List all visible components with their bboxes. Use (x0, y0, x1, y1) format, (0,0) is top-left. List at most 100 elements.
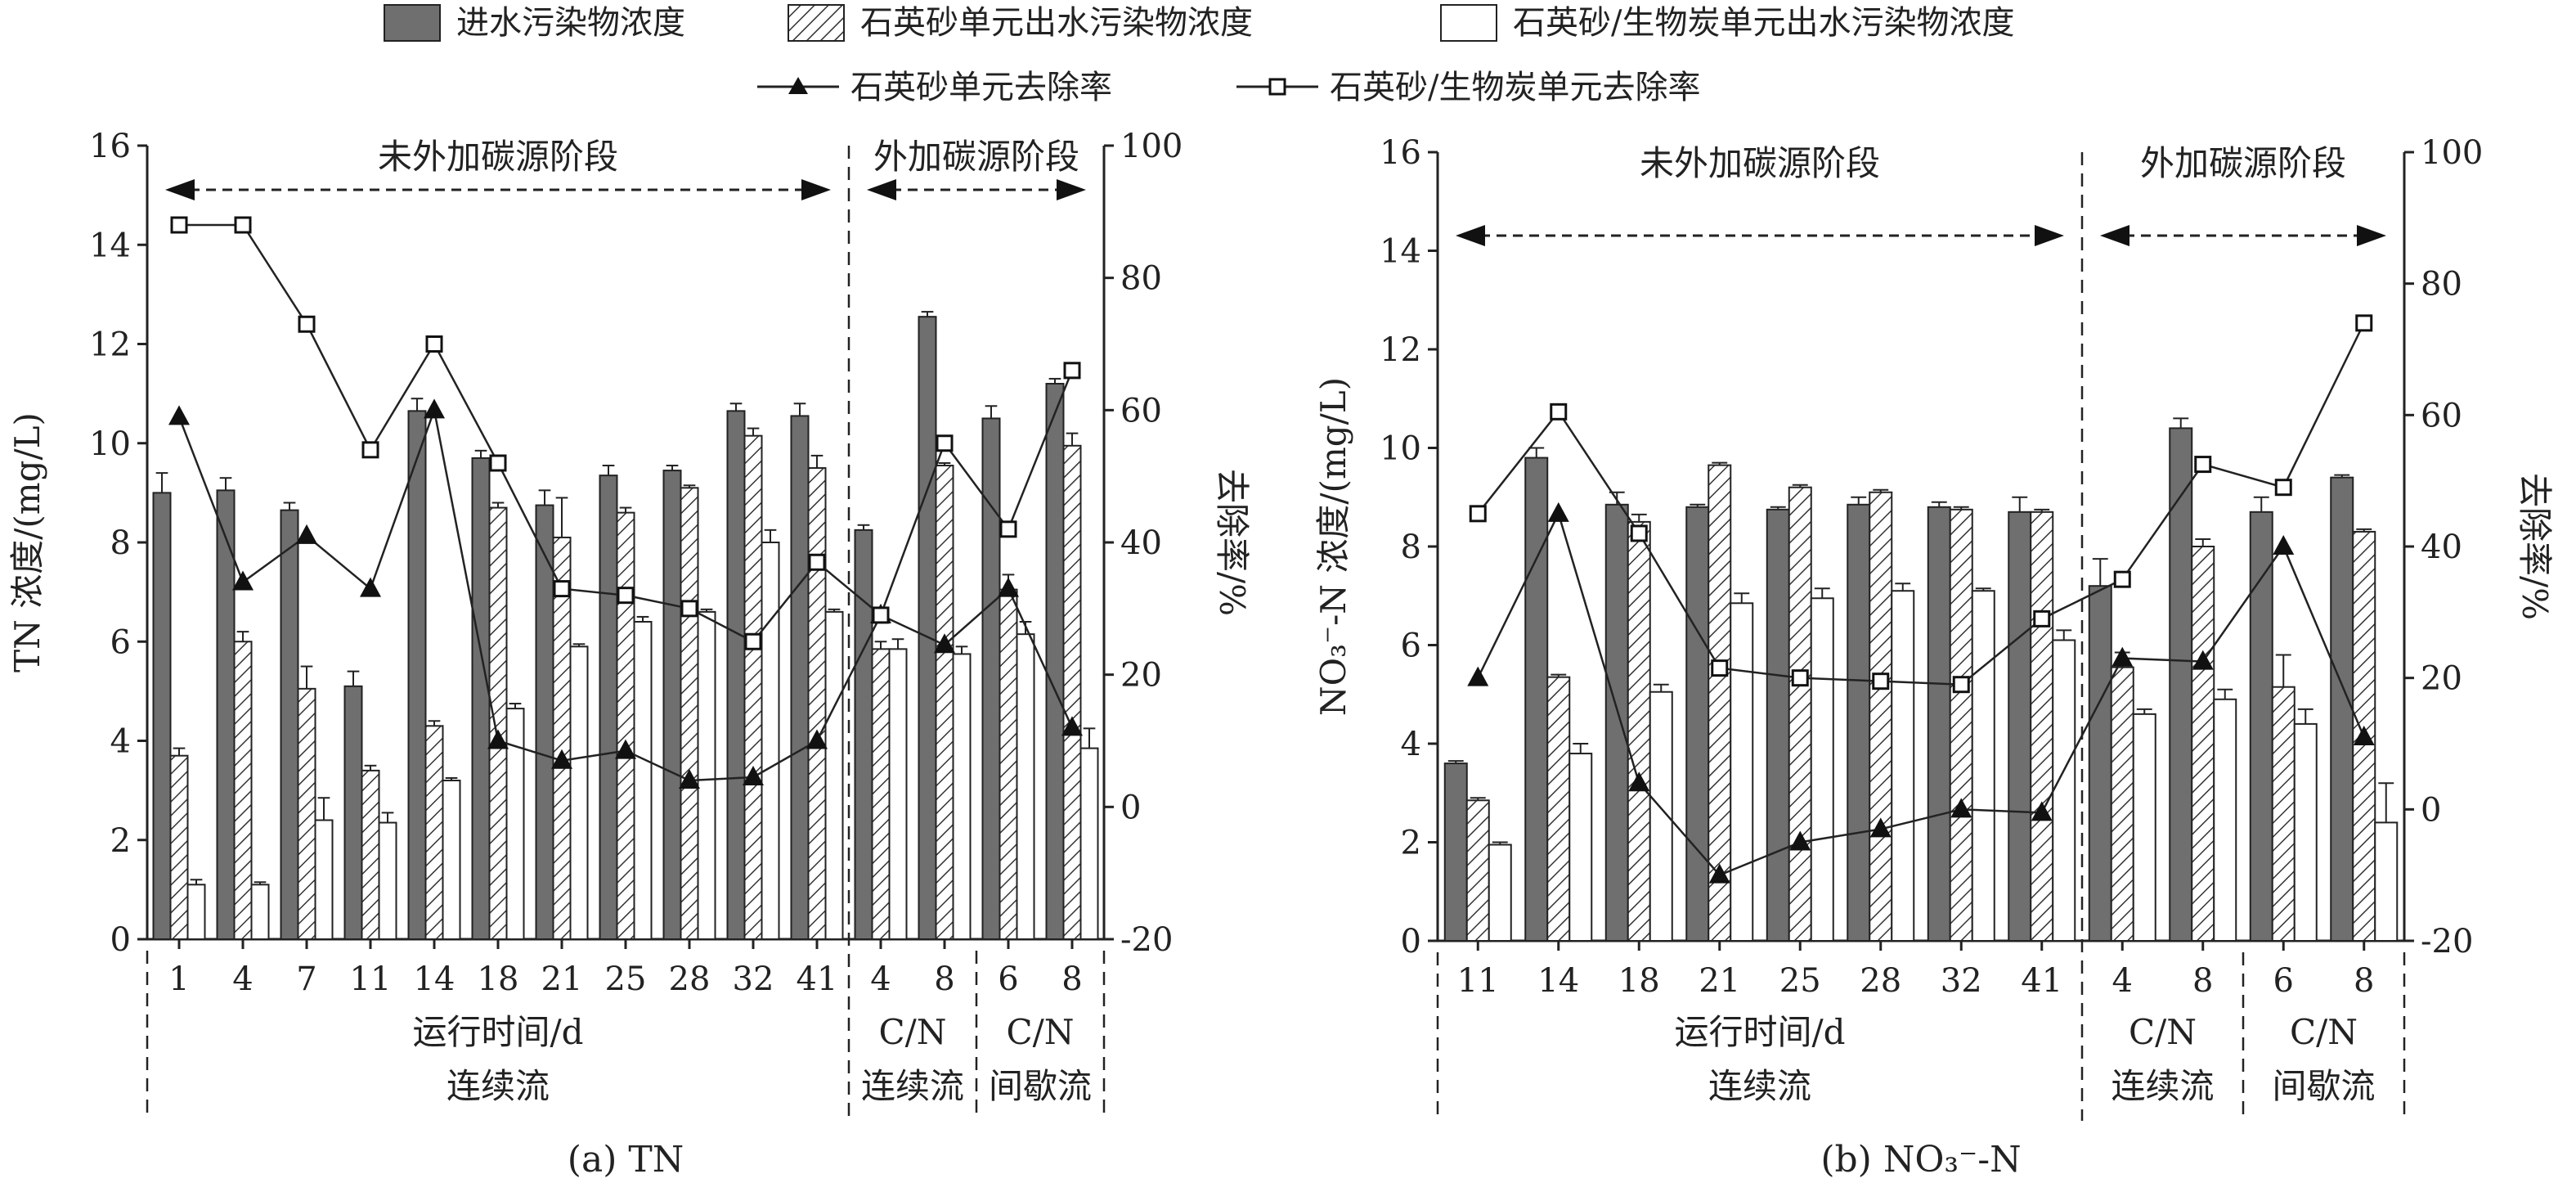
bar-biochar-effluent (250, 884, 270, 940)
y-tick-label: 8 (110, 524, 131, 562)
phase-arrow-head-right (2357, 225, 2386, 246)
bar-influent (1685, 506, 1710, 942)
phase-arrow-head-left (165, 179, 195, 200)
point-quartz-removal (2192, 650, 2214, 670)
bar-quartz-effluent (871, 648, 891, 940)
point-quartz-removal (806, 729, 828, 749)
bar-biochar-effluent (1971, 590, 1995, 942)
bar-biochar-effluent (505, 708, 525, 940)
bar-biochar-effluent (952, 653, 972, 940)
point-quartz-removal (934, 633, 955, 654)
bar-influent (471, 457, 491, 940)
phase-arrow-head-left (1456, 225, 1485, 246)
y2-tick-label: 0 (2421, 791, 2441, 829)
bar-biochar-effluent (1016, 633, 1035, 940)
bar-quartz-effluent (2271, 686, 2296, 942)
bar-biochar-effluent (824, 610, 844, 940)
bar-quartz-effluent (488, 506, 508, 940)
y2-tick-label: 100 (1120, 128, 1183, 165)
bar-influent (2249, 511, 2273, 942)
point-biochar-removal (553, 580, 571, 598)
legend-swatch-open (1440, 4, 1497, 42)
x-tick-label: 21 (1699, 962, 1740, 1000)
chart-caption: (a) TN (568, 1139, 684, 1181)
legend-item-quartz-effluent: 石英砂单元出水污染物浓度 (788, 4, 1253, 42)
legend-triangle-marker (788, 77, 808, 94)
y-tick-label: 0 (1401, 923, 1421, 960)
bar-quartz-effluent (616, 511, 635, 940)
y-tick-label: 6 (110, 623, 131, 661)
bar-influent (152, 492, 172, 940)
point-quartz-removal (2031, 801, 2053, 821)
bar-biochar-effluent (314, 819, 334, 940)
bar-influent (407, 410, 427, 940)
y-tick-label: 2 (110, 822, 131, 860)
group-label: C/N (2290, 1012, 2358, 1052)
bar-influent (599, 475, 618, 940)
bar-influent (2330, 476, 2354, 942)
bar-biochar-effluent (1730, 602, 1754, 942)
point-biochar-removal (1952, 676, 1970, 694)
bar-influent (1524, 457, 1549, 942)
bar-influent (918, 316, 937, 940)
point-biochar-removal (2194, 456, 2212, 474)
group-label: 连续流 (2111, 1066, 2214, 1106)
bar-biochar-effluent (888, 648, 908, 940)
point-biochar-removal (361, 441, 379, 459)
bar-biochar-effluent (697, 610, 716, 940)
bar-biochar-effluent (378, 821, 397, 940)
bar-influent (726, 410, 746, 940)
y-tick-label: 2 (1401, 825, 1421, 862)
point-quartz-removal (360, 577, 381, 597)
group-label: C/N (2129, 1012, 2197, 1052)
bar-biochar-effluent (761, 542, 780, 940)
bar-biochar-effluent (633, 621, 653, 940)
x-tick-label: 25 (1779, 962, 1821, 1000)
bar-quartz-effluent (2030, 511, 2054, 942)
group-label: C/N (878, 1012, 946, 1052)
point-biochar-removal (2355, 314, 2373, 332)
x-tick-label: 14 (414, 960, 456, 998)
legend-label: 石英砂单元去除率 (850, 69, 1112, 106)
bar-influent (662, 470, 682, 940)
point-biochar-removal (298, 315, 316, 333)
x-tick-label: 4 (2112, 962, 2133, 1000)
y-tick-label: 12 (89, 326, 131, 364)
point-quartz-removal (743, 765, 764, 785)
legend-item-influent: 进水污染物浓度 (384, 4, 685, 42)
y2-tick-label: 20 (2421, 660, 2462, 698)
x-tick-label: 18 (478, 960, 519, 998)
bar-quartz-effluent (2191, 546, 2215, 942)
point-biochar-removal (1469, 505, 1487, 523)
bar-quartz-effluent (297, 687, 316, 940)
y-tick-label: 10 (89, 425, 131, 463)
y-tick-label: 6 (1401, 627, 1421, 665)
y2-axis-title: 去除率/% (1212, 469, 1252, 616)
point-quartz-removal (615, 739, 636, 759)
x-tick-label: 4 (232, 960, 253, 998)
bar-quartz-effluent (1869, 491, 1893, 942)
y-tick-label: 14 (1380, 233, 1421, 271)
x-tick-label: 41 (797, 960, 838, 998)
bar-quartz-effluent (935, 465, 954, 940)
bar-quartz-effluent (807, 467, 827, 940)
group-label: C/N (1006, 1012, 1074, 1052)
point-quartz-removal (296, 524, 317, 544)
bar-biochar-effluent (2293, 722, 2318, 942)
point-biochar-removal (617, 587, 635, 605)
point-quartz-removal (551, 749, 572, 769)
point-quartz-removal (1467, 666, 1489, 686)
bar-quartz-effluent (169, 754, 189, 940)
point-biochar-removal (170, 216, 188, 234)
x-tick-label: 6 (998, 960, 1018, 998)
bar-biochar-effluent (442, 780, 461, 940)
bar-influent (2008, 511, 2032, 942)
phase-label: 外加碳源阶段 (2140, 143, 2346, 183)
point-biochar-removal (2033, 609, 2051, 627)
line-biochar-removal (1477, 322, 2365, 686)
bar-influent (1604, 503, 1629, 942)
legend-label: 石英砂/生物炭单元出水污染物浓度 (1513, 4, 2014, 42)
x-tick-label: 32 (733, 960, 774, 998)
point-quartz-removal (232, 570, 254, 591)
point-biochar-removal (808, 553, 826, 571)
